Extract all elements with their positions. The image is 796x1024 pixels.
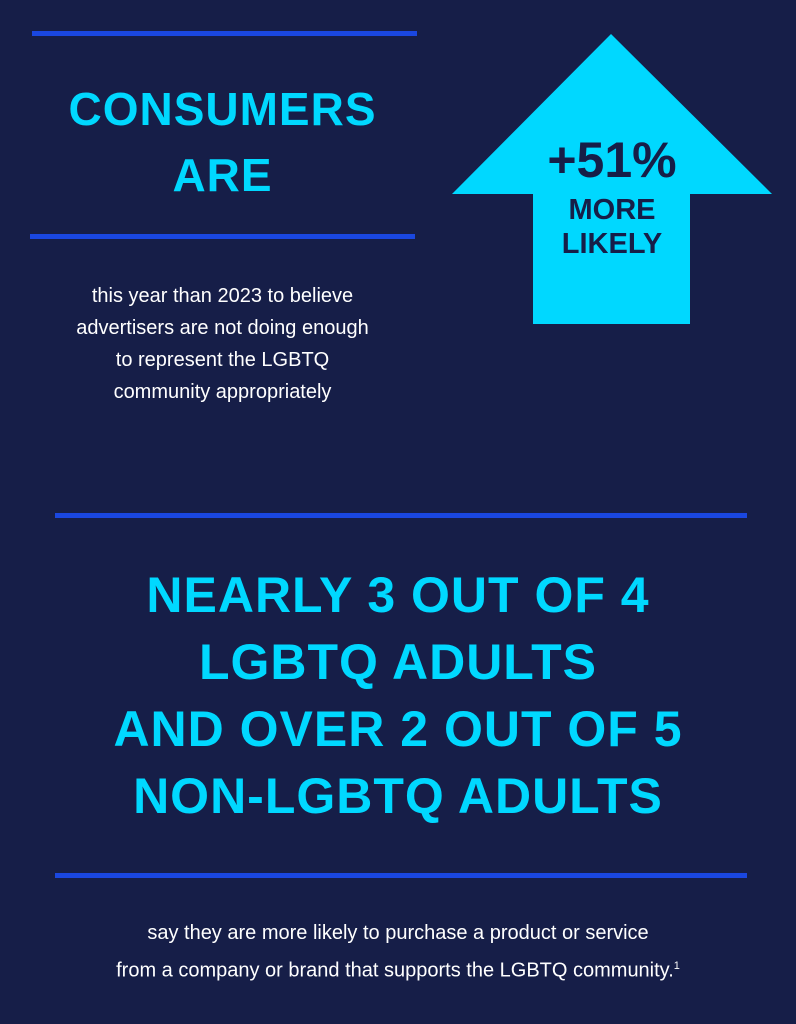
headline-line: NEARLY 3 OUT OF 4 bbox=[146, 567, 650, 623]
up-arrow-icon bbox=[452, 34, 772, 324]
headline-consumers: CONSUMERS ARE bbox=[30, 76, 415, 208]
headline-line: AND OVER 2 OUT OF 5 bbox=[113, 701, 683, 757]
divider bbox=[30, 234, 415, 239]
footnote-marker: 1 bbox=[673, 960, 680, 972]
headline-line: CONSUMERS bbox=[68, 83, 377, 135]
description-text: from a company or brand that supports th… bbox=[116, 959, 674, 982]
stat2-headline: NEARLY 3 OUT OF 4 LGBTQ ADULTS AND OVER … bbox=[0, 562, 796, 830]
arrow-label-line: LIKELY bbox=[561, 228, 663, 260]
description-line: this year than 2023 to believe bbox=[91, 285, 354, 307]
headline-line: ARE bbox=[172, 149, 273, 201]
arrow-value: +51% bbox=[547, 132, 677, 188]
description-line: say they are more likely to purchase a p… bbox=[147, 922, 649, 944]
headline-line: NON-LGBTQ ADULTS bbox=[133, 768, 663, 824]
divider bbox=[55, 513, 747, 518]
description-line: from a company or brand that supports th… bbox=[0, 950, 796, 988]
stat2-description: say they are more likely to purchase a p… bbox=[0, 917, 796, 988]
headline-line: LGBTQ ADULTS bbox=[198, 634, 598, 690]
description-line: advertisers are not doing enough bbox=[76, 317, 369, 339]
arrow-label: MORE LIKELY bbox=[452, 193, 772, 261]
divider bbox=[32, 31, 417, 36]
description-line: community appropriately bbox=[113, 381, 332, 403]
divider bbox=[55, 873, 747, 878]
arrow-label-line: MORE bbox=[568, 194, 656, 226]
description-line: to represent the LGBTQ bbox=[115, 349, 330, 371]
stat1-description: this year than 2023 to believe advertise… bbox=[30, 280, 415, 408]
